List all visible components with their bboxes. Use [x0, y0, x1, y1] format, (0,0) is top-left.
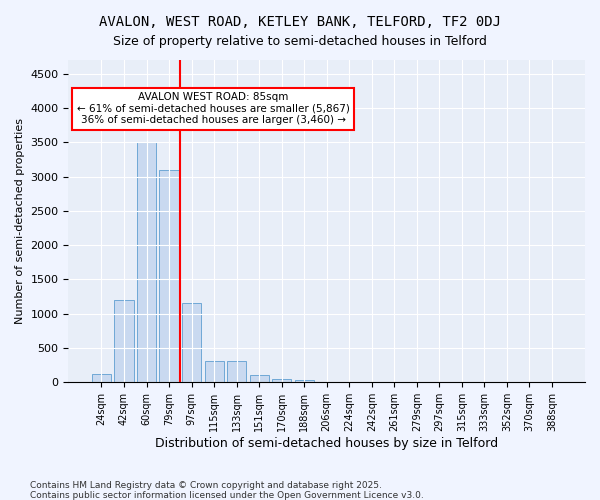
Bar — [205, 361, 224, 382]
Bar — [115, 300, 134, 382]
Bar — [160, 170, 179, 382]
Bar — [227, 361, 246, 382]
Bar — [182, 304, 201, 382]
Text: AVALON, WEST ROAD, KETLEY BANK, TELFORD, TF2 0DJ: AVALON, WEST ROAD, KETLEY BANK, TELFORD,… — [99, 15, 501, 29]
Text: Contains public sector information licensed under the Open Government Licence v3: Contains public sector information licen… — [30, 491, 424, 500]
Bar — [92, 374, 111, 382]
Bar — [137, 142, 156, 382]
Text: Size of property relative to semi-detached houses in Telford: Size of property relative to semi-detach… — [113, 35, 487, 48]
Y-axis label: Number of semi-detached properties: Number of semi-detached properties — [15, 118, 25, 324]
Bar — [272, 378, 291, 382]
Bar — [295, 380, 314, 382]
Text: Contains HM Land Registry data © Crown copyright and database right 2025.: Contains HM Land Registry data © Crown c… — [30, 481, 382, 490]
Bar — [250, 375, 269, 382]
X-axis label: Distribution of semi-detached houses by size in Telford: Distribution of semi-detached houses by … — [155, 437, 498, 450]
Text: AVALON WEST ROAD: 85sqm
← 61% of semi-detached houses are smaller (5,867)
36% of: AVALON WEST ROAD: 85sqm ← 61% of semi-de… — [77, 92, 349, 126]
